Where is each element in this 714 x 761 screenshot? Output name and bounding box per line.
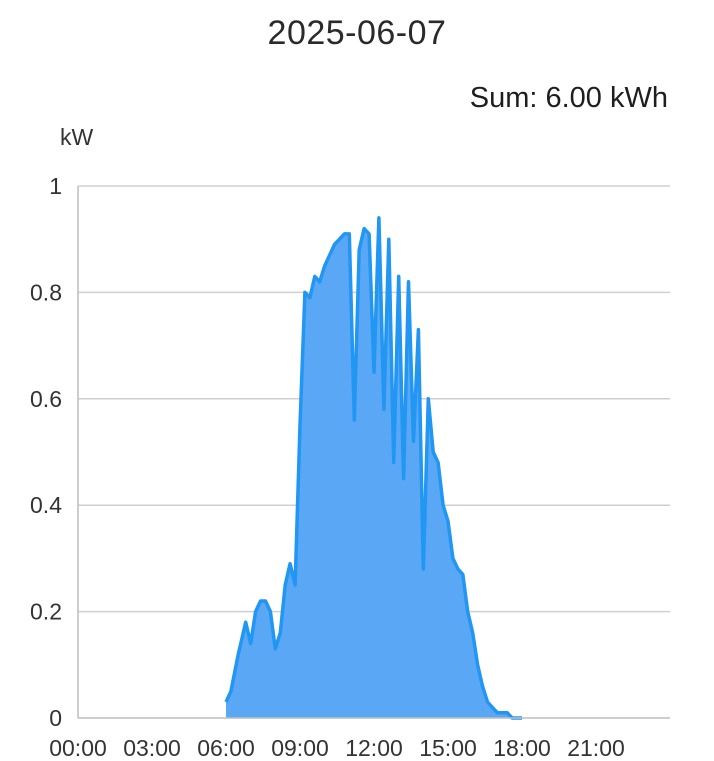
x-tick-label: 18:00: [493, 735, 551, 761]
x-tick-label: 09:00: [271, 735, 329, 761]
x-tick-label: 12:00: [345, 735, 403, 761]
power-line: [224, 216, 522, 720]
y-tick-label: 0: [49, 705, 62, 731]
y-tick-label: 0.8: [30, 279, 62, 305]
y-tick-label: 1: [49, 173, 62, 199]
y-axis-ticks: 0 0.2 0.4 0.6 0.8 1: [30, 173, 62, 731]
x-tick-label: 03:00: [123, 735, 181, 761]
y-tick-label: 0.2: [30, 599, 62, 625]
y-tick-label: 0.6: [30, 386, 62, 412]
energy-sum-label: Sum: 6.00 kWh: [469, 82, 668, 114]
grid-lines: [78, 185, 670, 613]
x-tick-label: 00:00: [49, 735, 107, 761]
x-axis-ticks: 00:00 03:00 06:00 09:00 12:00 15:00 18:00 21:00: [49, 735, 625, 761]
x-tick-label: 15:00: [419, 735, 477, 761]
y-axis-unit-label: kW: [60, 124, 94, 150]
x-tick-label: 06:00: [197, 735, 255, 761]
power-area-fill: [226, 217, 522, 718]
chart-title: 2025-06-07: [267, 14, 447, 52]
x-tick-label: 21:00: [567, 735, 625, 761]
y-tick-label: 0.4: [30, 492, 62, 518]
